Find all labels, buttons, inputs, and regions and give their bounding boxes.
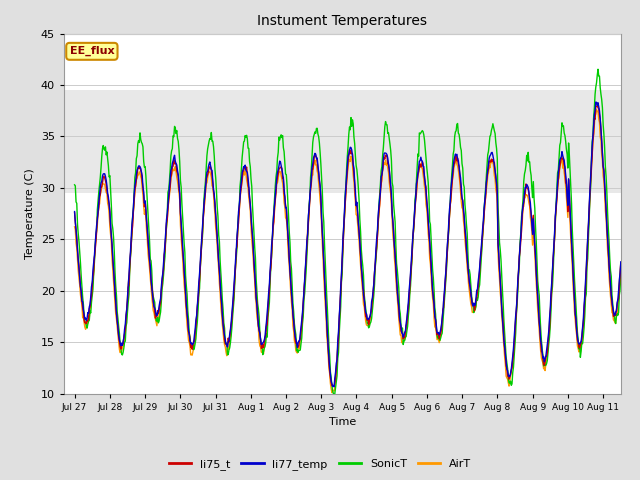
X-axis label: Time: Time	[329, 417, 356, 427]
li75_t	[617, 261, 625, 266]
Legend: li75_t, li77_temp, SonicT, AirT: li75_t, li77_temp, SonicT, AirT	[164, 455, 476, 474]
AirT	[324, 353, 332, 359]
li77_temp	[71, 209, 79, 215]
li75_t	[463, 256, 471, 262]
Text: EE_flux: EE_flux	[70, 46, 114, 57]
li77_temp	[592, 99, 600, 105]
li75_t	[304, 232, 312, 238]
AirT	[71, 224, 79, 229]
li75_t	[71, 210, 79, 216]
SonicT	[73, 201, 81, 206]
AirT	[477, 262, 484, 267]
Y-axis label: Temperature (C): Temperature (C)	[26, 168, 35, 259]
Bar	[64, 90, 621, 193]
SonicT	[330, 396, 338, 402]
li75_t	[324, 344, 332, 350]
li77_temp	[477, 254, 484, 260]
li77_temp	[147, 276, 155, 282]
AirT	[463, 264, 471, 270]
SonicT	[304, 238, 312, 244]
li77_temp	[463, 254, 471, 260]
li77_temp	[73, 238, 81, 243]
AirT	[617, 260, 625, 266]
SonicT	[617, 271, 625, 276]
li75_t	[593, 103, 601, 108]
Title: Instument Temperatures: Instument Temperatures	[257, 14, 428, 28]
AirT	[328, 390, 336, 396]
Line: li75_t: li75_t	[75, 106, 621, 386]
Line: AirT: AirT	[75, 110, 621, 393]
SonicT	[324, 326, 332, 332]
li77_temp	[324, 345, 332, 351]
li75_t	[477, 257, 484, 263]
SonicT	[71, 182, 79, 188]
AirT	[147, 285, 155, 290]
li75_t	[73, 234, 81, 240]
li77_temp	[304, 231, 312, 237]
SonicT	[594, 66, 602, 72]
AirT	[593, 107, 600, 113]
Line: SonicT: SonicT	[75, 69, 621, 399]
SonicT	[463, 230, 471, 236]
AirT	[73, 245, 81, 251]
SonicT	[147, 258, 155, 264]
AirT	[304, 227, 312, 232]
li77_temp	[617, 259, 625, 264]
li75_t	[147, 276, 155, 282]
li75_t	[330, 384, 338, 389]
SonicT	[477, 269, 484, 275]
Line: li77_temp: li77_temp	[75, 102, 621, 387]
li77_temp	[330, 384, 338, 390]
